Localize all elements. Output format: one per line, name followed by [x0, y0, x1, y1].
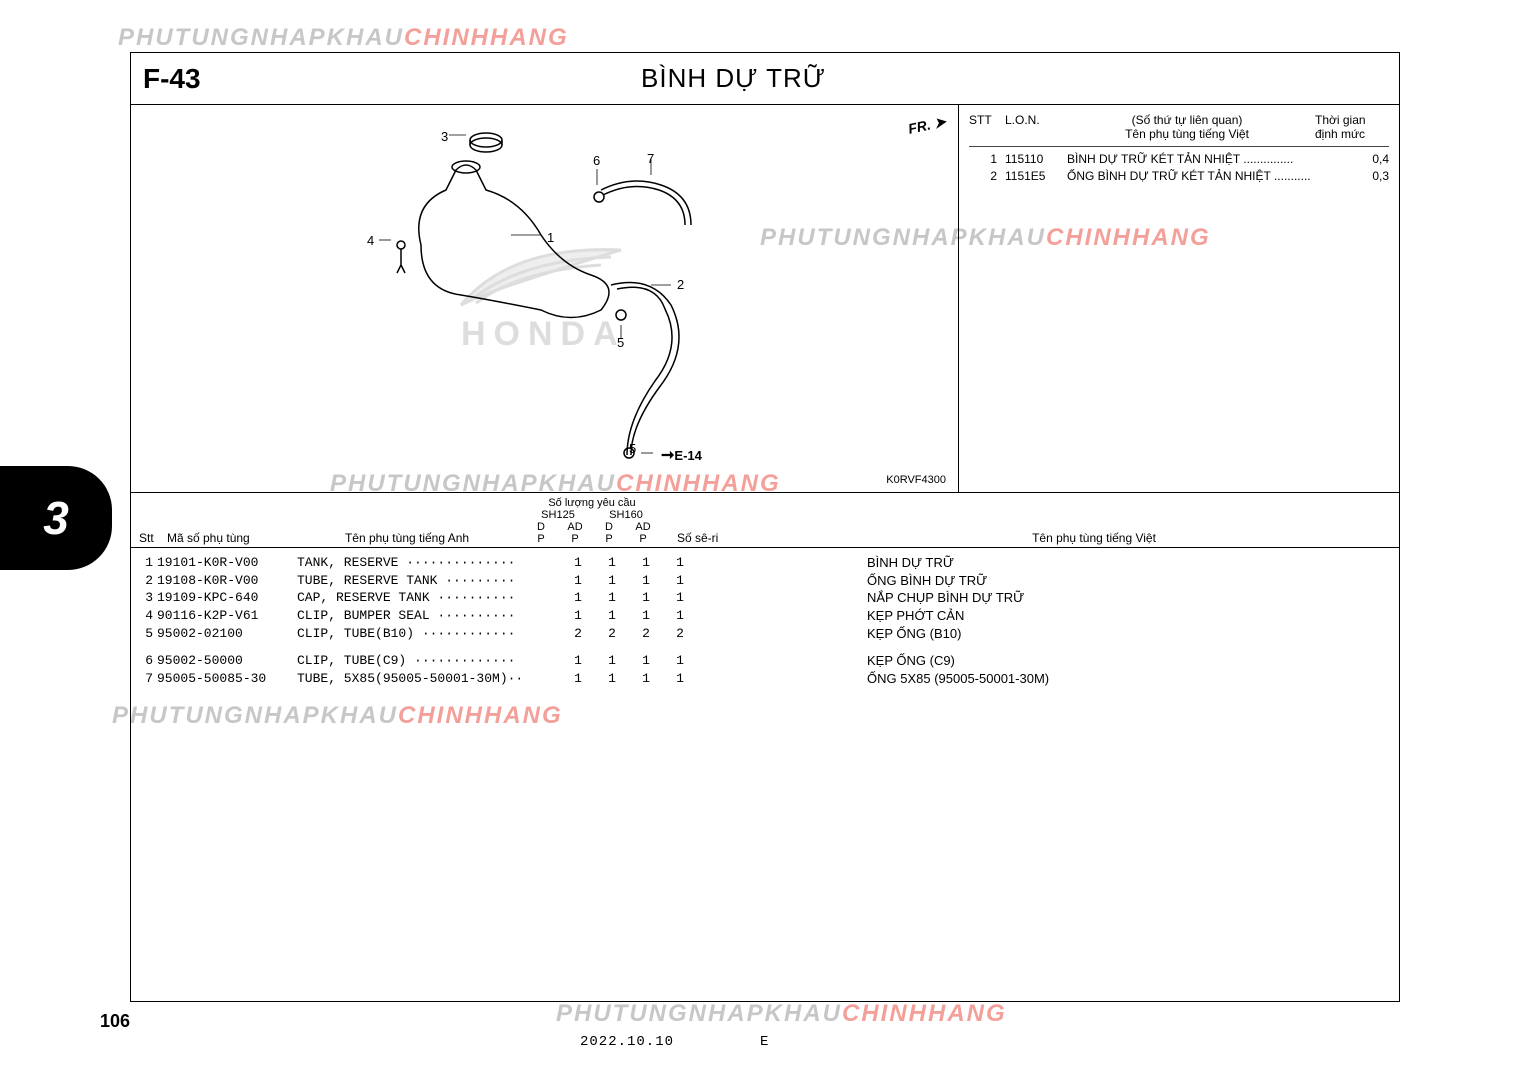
callout-2: 2: [677, 277, 684, 292]
arrow-icon: ➤: [932, 113, 947, 131]
callout-5b: 5: [629, 441, 636, 456]
ph-vn: Tên phụ tùng tiếng Việt: [797, 531, 1391, 545]
ph-en: Tên phụ tùng tiếng Anh: [297, 531, 517, 545]
watermark-1: PHUTUNGNHAPKHAUCHINHHANG: [118, 24, 569, 52]
table-row: 319109-KPC-640CAP, RESERVE TANK ········…: [139, 589, 1391, 607]
ref-e14: ➞E-14: [661, 445, 702, 465]
wm-red: CHINHHANG: [404, 24, 569, 51]
diagram-code: K0RVF4300: [886, 474, 946, 486]
section-number: 3: [43, 491, 69, 545]
section-tab: 3: [0, 466, 112, 570]
table-row: 595002-02100CLIP, TUBE(B10) ············…: [139, 625, 1391, 643]
lon-head-stt: STT: [969, 113, 1005, 142]
ph-pn: Mã số phụ tùng: [167, 531, 297, 545]
diagram-cell: FR. ➤ K0RVF4300 HONDA: [131, 105, 959, 492]
footer-edition: E: [760, 1034, 768, 1050]
callout-5a: 5: [617, 335, 624, 350]
callout-1: 1: [547, 230, 554, 245]
lon-panel: STT L.O.N. (Số thứ tự liên quan) Tên phụ…: [959, 105, 1399, 492]
page-frame: F-43 BÌNH DỰ TRỮ FR. ➤ K0RVF4300 HONDA: [130, 52, 1400, 1002]
lon-head-time: Thời gian định mức: [1315, 113, 1389, 142]
ph-ser: Số sê-ri: [667, 531, 797, 545]
lon-row: 1115110BÌNH DỰ TRỮ KÉT TẢN NHIỆT .......…: [969, 151, 1389, 168]
callout-7: 7: [647, 151, 654, 166]
table-row: 490116-K2P-V61CLIP, BUMPER SEAL ········…: [139, 607, 1391, 625]
parts-area: Stt Mã số phụ tùng Tên phụ tùng tiếng An…: [131, 493, 1399, 693]
header-row: F-43 BÌNH DỰ TRỮ: [131, 53, 1399, 105]
table-row: 795005-50085-30TUBE, 5X85(95005-50001-30…: [139, 670, 1391, 688]
wm-grey: PHUTUNGNHAPKHAU: [118, 24, 404, 51]
callout-3: 3: [441, 129, 448, 144]
parts-header: Stt Mã số phụ tùng Tên phụ tùng tiếng An…: [131, 493, 1399, 548]
table-row: 119101-K0R-V00TANK, RESERVE ············…: [139, 554, 1391, 572]
page-number: 106: [100, 1011, 130, 1032]
mid-row: FR. ➤ K0RVF4300 HONDA: [131, 105, 1399, 493]
lon-head-code: L.O.N.: [1005, 113, 1067, 142]
figure-code: F-43: [131, 63, 641, 95]
ph-stt: Stt: [139, 531, 167, 545]
parts-body: 119101-K0R-V00TANK, RESERVE ············…: [131, 548, 1399, 693]
fr-arrow-label: FR. ➤: [906, 113, 947, 138]
ph-qty: Số lượng yêu cầu SH125 SH160 D AD D AD P…: [517, 497, 667, 545]
footer-date: 2022.10.10: [580, 1034, 674, 1050]
lon-rows: 1115110BÌNH DỰ TRỮ KÉT TẢN NHIỆT .......…: [969, 151, 1389, 185]
lon-row: 21151E5ỐNG BÌNH DỰ TRỮ KÉT TẢN NHIỆT ...…: [969, 168, 1389, 185]
lon-header: STT L.O.N. (Số thứ tự liên quan) Tên phụ…: [969, 113, 1389, 147]
figure-title: BÌNH DỰ TRỮ: [641, 63, 826, 94]
part-diagram: [291, 125, 771, 495]
table-row: 695002-50000CLIP, TUBE(C9) ·············…: [139, 652, 1391, 670]
watermark-5: PHUTUNGNHAPKHAUCHINHHANG: [556, 1000, 1007, 1028]
callout-4: 4: [367, 233, 374, 248]
callout-6: 6: [593, 153, 600, 168]
table-row: 219108-K0R-V00TUBE, RESERVE TANK ·······…: [139, 572, 1391, 590]
lon-head-mid: (Số thứ tự liên quan) Tên phụ tùng tiếng…: [1067, 113, 1315, 142]
